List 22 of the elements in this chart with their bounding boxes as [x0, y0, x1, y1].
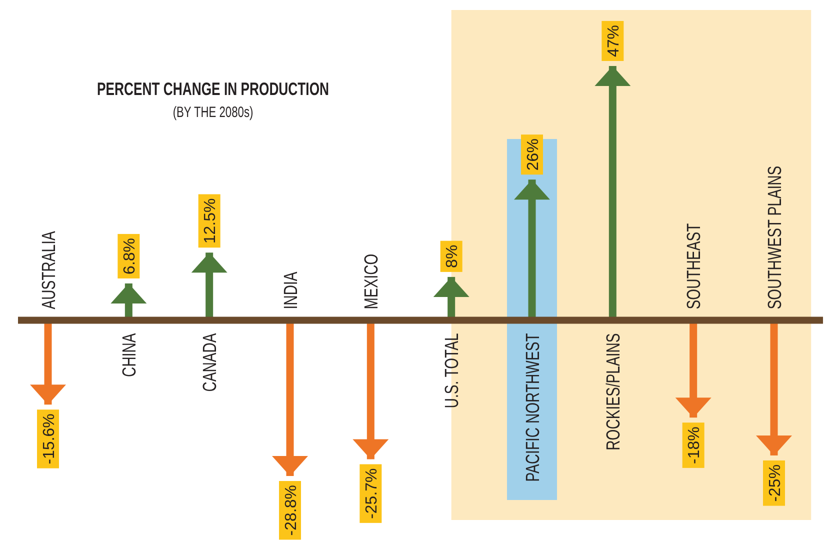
- x-tick-label: CHINA: [118, 332, 140, 377]
- data-label: 12.5%: [202, 198, 220, 244]
- data-label: 26%: [524, 138, 542, 171]
- data-label: -25.7%: [363, 468, 380, 519]
- text: PERCENT CHANGE IN PRODUCTION: [96, 80, 330, 100]
- x-tick-label: ROCKIES/PLAINS: [602, 333, 624, 450]
- x-tick-label: SOUTHEAST: [683, 223, 705, 310]
- x-tick-label: U.S. TOTAL: [441, 333, 463, 408]
- text: (BY THE 2080s): [172, 103, 254, 120]
- x-tick-label: MEXICO: [360, 254, 382, 310]
- data-label: 47%: [605, 24, 622, 57]
- x-tick-label: CANADA: [199, 332, 221, 392]
- data-label: -25%: [766, 464, 784, 502]
- x-tick-label: INDIA: [280, 271, 302, 310]
- data-label: -18%: [686, 426, 704, 464]
- data-label: -28.8%: [282, 485, 300, 536]
- data-label: 8%: [444, 244, 462, 268]
- x-tick-label: PACIFIC NORTHWEST: [522, 333, 544, 482]
- x-tick-label: AUSTRALIA: [38, 230, 60, 310]
- data-label: -15.6%: [40, 414, 58, 464]
- data-label: 6.8%: [121, 238, 138, 274]
- x-tick-label: SOUTHWEST PLAINS: [764, 166, 786, 310]
